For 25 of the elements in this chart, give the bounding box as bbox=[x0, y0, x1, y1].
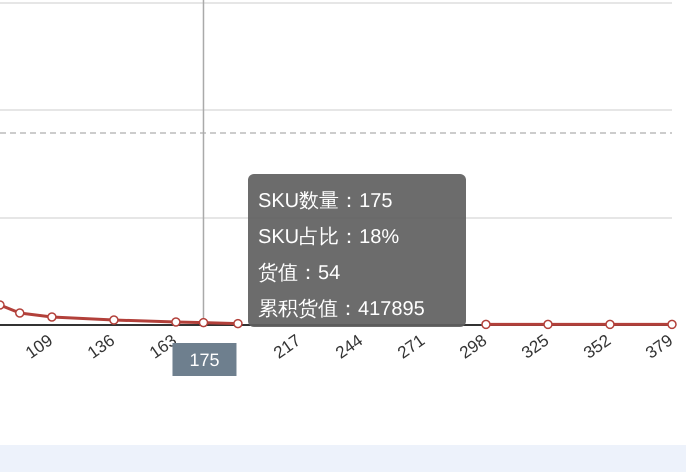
point bbox=[109, 315, 119, 325]
text: 货值：54 bbox=[258, 262, 340, 284]
point bbox=[543, 320, 553, 330]
x-tick-label: 271 bbox=[394, 330, 428, 363]
x-tick-label: 109 bbox=[22, 330, 56, 363]
x-tick-label: 352 bbox=[580, 330, 614, 363]
x-tick-label: 244 bbox=[332, 330, 366, 363]
annotation: 累积货值：417895 bbox=[258, 298, 425, 320]
point bbox=[667, 320, 677, 330]
point bbox=[605, 320, 615, 330]
x-tick-label: 379 bbox=[642, 330, 676, 363]
point bbox=[198, 318, 208, 328]
point bbox=[233, 318, 243, 328]
x-tick-label: 325 bbox=[518, 330, 552, 363]
x-tick-label: 136 bbox=[84, 330, 118, 363]
text: SKU数量：175 bbox=[258, 190, 392, 212]
x-tick-label: 217 bbox=[270, 330, 304, 363]
point bbox=[15, 308, 24, 318]
x-tick-label: 298 bbox=[456, 330, 490, 363]
point bbox=[171, 317, 181, 327]
point bbox=[47, 312, 57, 322]
x-tick-label: 163 bbox=[146, 330, 180, 363]
point bbox=[481, 320, 491, 330]
text: SKU占比：18% bbox=[258, 226, 400, 248]
ref-line-label: 175 bbox=[189, 350, 220, 370]
